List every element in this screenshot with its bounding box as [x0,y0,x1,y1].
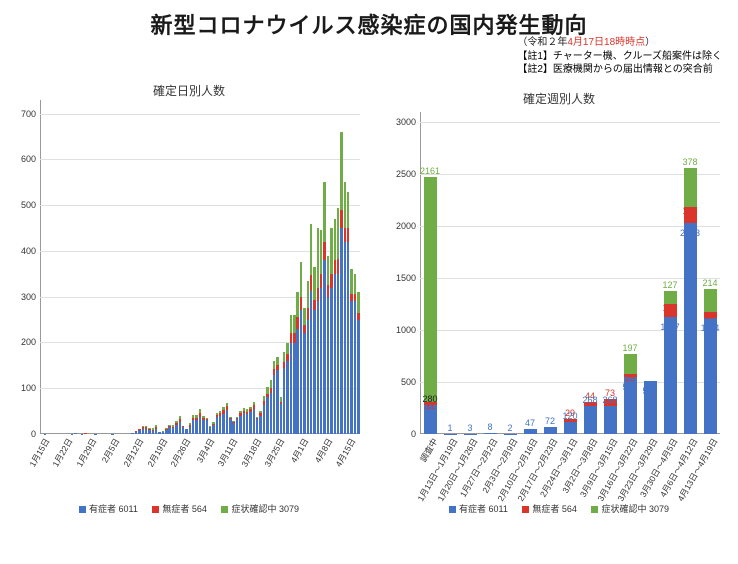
value-label: 8 [487,423,492,432]
weekly-chart-title: 確定週別人数 [384,82,734,107]
legend-b: 無症者 564 [152,502,207,515]
ytick-label: 500 [401,377,416,387]
ytick-label: 0 [31,429,36,439]
page: 新型コロナウイルス感染症の国内発生動向 （令和２年4月17日18時時点） 【註1… [0,0,738,564]
value-label: 47 [525,419,535,428]
ytick-label: 600 [21,154,36,164]
legend-c: 症状確認中 3079 [221,502,299,515]
note-2: 【註2】医療機関からの届出情報との突合前 [517,63,722,77]
charts-row: 確定日別人数 01002003004005006007001月15日1月22日1… [0,82,738,542]
xtick-label: 2月19日 [144,436,170,469]
ytick-label: 0 [411,429,416,439]
value-label: 268 [582,396,597,405]
xtick-label: 2月12日 [120,436,146,469]
value-label: 65 [705,312,715,321]
ytick-label: 300 [21,292,36,302]
xtick-label: 4月1日 [288,436,312,465]
xtick-label: 1月29日 [73,436,99,469]
legend-c: 症状確認中 3079 [591,502,669,515]
ytick-label: 2000 [396,221,416,231]
daily-chart-plot: 01002003004005006007001月15日1月22日1月29日2月5… [40,100,360,434]
value-label: 551 [622,383,637,392]
value-label: 507 [642,387,657,396]
value-label: 123 [662,304,677,313]
ytick-label: 1000 [396,325,416,335]
ytick-label: 1500 [396,273,416,283]
header-notes: （令和２年4月17日18時時点） 【註1】チャーター機、クルーズ船案件は除く 【… [517,36,722,77]
value-label: 1 [447,424,452,433]
xtick-label: 3月11日 [215,436,241,468]
value-label: 280 [422,395,437,404]
weekly-chart: 確定週別人数 0 500 1000 1500 2000 2500 3000 2161 3 1 280… [384,82,734,542]
daily-chart: 確定日別人数 01002003004005006007001月15日1月22日1… [4,82,374,542]
ytick-label: 100 [21,383,36,393]
value-label: 1127 [660,323,679,332]
xtick-label: 2月5日 [99,436,123,465]
value-label: 72 [545,417,555,426]
ytick-label: 500 [21,200,36,210]
daily-chart-title: 確定日別人数 [4,82,374,99]
value-label: 120 [562,412,577,421]
ytick-label: 700 [21,109,36,119]
value-label: 197 [622,344,637,353]
y-axis [40,100,41,434]
daily-chart-legend: 有症者 6011 無症者 564 症状確認中 3079 [4,502,374,515]
xtick-label: 1月22日 [50,436,76,469]
page-title: 新型コロナウイルス感染症の国内発生動向 [0,0,738,40]
xtick-label: 4月15日 [333,436,359,469]
value-label: 148 [682,207,697,216]
xtick-label: 4月8日 [311,436,335,465]
xtick-label: 3月18日 [238,436,264,469]
note-date: （令和２年4月17日18時時点） [517,36,722,50]
value-label: 1114 [701,324,720,333]
xtick-label: 3月25日 [262,436,288,469]
value-label: 214 [702,279,717,288]
ytick-label: 400 [21,246,36,256]
legend-a: 有症者 6011 [79,502,138,515]
weekly-chart-plot: 050010001500200025003000216131280調査中11月1… [420,112,720,434]
ytick-label: 3000 [396,117,416,127]
xtick-label: 3月4日 [194,436,218,465]
legend-a: 有症者 6011 [449,502,508,515]
weekly-chart-legend: 有症者 6011 無症者 564 症状確認中 3079 [384,502,734,515]
value-label: 127 [662,281,677,290]
value-label: 268 [602,396,617,405]
value-label: 2161 [420,167,440,176]
xtick-label: 2月26日 [168,436,194,469]
ytick-label: 200 [21,337,36,347]
value-label: 2033 [680,229,700,238]
xtick-label: 1月15日 [26,436,52,469]
legend-b: 無症者 564 [522,502,577,515]
ytick-label: 2500 [396,169,416,179]
value-label: 378 [682,158,697,167]
y-axis [420,112,421,434]
value-label: 3 [467,424,472,433]
note-1: 【註1】チャーター機、クルーズ船案件は除く [517,50,722,64]
value-label: 2 [507,424,512,433]
